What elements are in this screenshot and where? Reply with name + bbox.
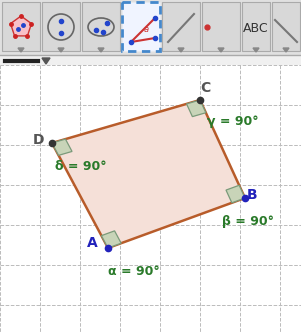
Bar	[0, 65, 301, 333]
Text: D: D	[32, 133, 44, 147]
Text: δ = 90°: δ = 90°	[55, 160, 107, 173]
Polygon shape	[58, 48, 64, 52]
Bar	[0, 0, 301, 55]
FancyBboxPatch shape	[42, 2, 80, 51]
Polygon shape	[18, 48, 24, 52]
Text: γ = 90°: γ = 90°	[207, 115, 259, 128]
FancyBboxPatch shape	[202, 2, 240, 51]
Text: B: B	[247, 188, 257, 202]
Polygon shape	[187, 100, 206, 117]
Text: a: a	[144, 25, 149, 34]
Polygon shape	[218, 48, 224, 52]
Text: α = 90°: α = 90°	[108, 265, 160, 278]
Polygon shape	[253, 48, 259, 52]
Polygon shape	[226, 185, 245, 203]
Text: C: C	[200, 81, 210, 95]
Polygon shape	[101, 231, 121, 248]
Polygon shape	[11, 16, 32, 36]
Text: β = 90°: β = 90°	[222, 215, 274, 228]
FancyBboxPatch shape	[242, 2, 270, 51]
Polygon shape	[178, 48, 184, 52]
FancyBboxPatch shape	[162, 2, 200, 51]
FancyBboxPatch shape	[2, 2, 40, 51]
Polygon shape	[98, 48, 104, 52]
Polygon shape	[52, 100, 245, 248]
Text: ABC: ABC	[243, 22, 269, 35]
Text: A: A	[87, 236, 98, 250]
Polygon shape	[42, 58, 50, 64]
Polygon shape	[283, 48, 289, 52]
FancyBboxPatch shape	[122, 2, 160, 51]
FancyBboxPatch shape	[272, 2, 300, 51]
Polygon shape	[52, 139, 72, 156]
FancyBboxPatch shape	[82, 2, 120, 51]
